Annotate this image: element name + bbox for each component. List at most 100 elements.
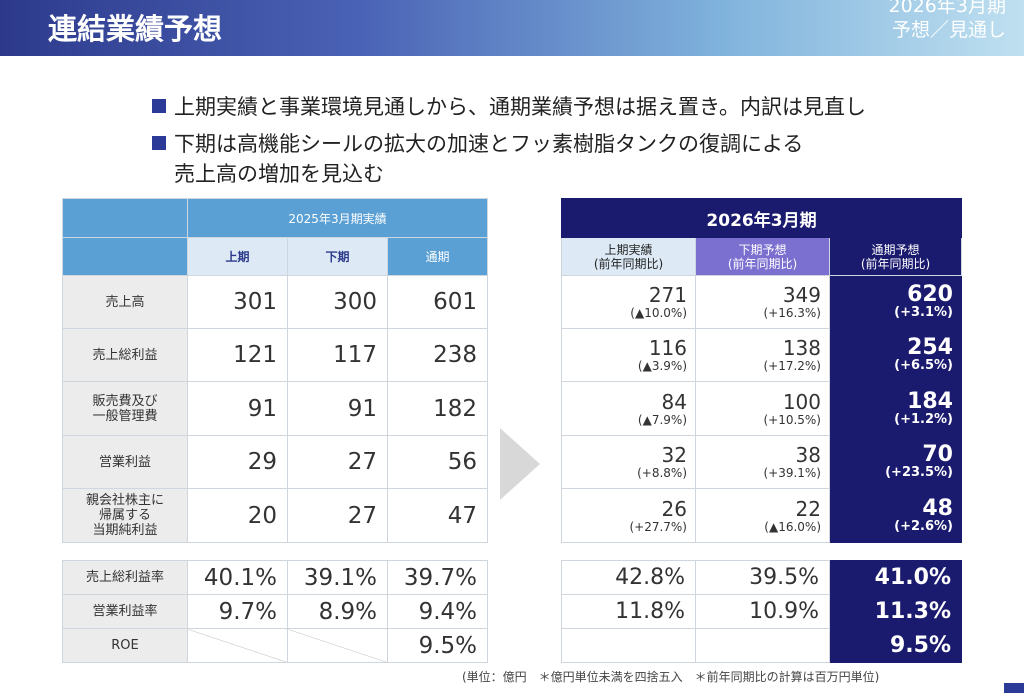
row-label-line: 帰属する [98,508,151,523]
value: 254 [907,335,953,360]
value-cell: 26 (+27.7%) [561,488,696,543]
table-row: 営業利益 29 27 56 [62,435,488,489]
fy2026-forecast-table: 2026年3月期 上期実績 (前年同期比) 下期予想 (前年同期比) 通期予想 … [561,198,962,663]
value-cell: 238 [387,328,488,382]
value: 48 [922,495,953,521]
table-row: 26 (+27.7%) 22 (▲16.0%) 48 (+2.6%) [561,488,962,543]
value-cell: 116 (▲3.9%) [561,328,696,382]
spacer [62,542,488,561]
value: 184 [907,388,953,414]
col-header-line: 通期予想 [871,242,920,257]
row-label-operating-profit: 営業利益 [62,435,188,489]
value-cell-highlight: 48 (+2.6%) [829,488,962,543]
value: 271 [648,283,687,307]
empty-cell [695,628,830,663]
value-cell: 32 (+8.8%) [561,435,696,489]
bullet-2: 下期は高機能シールの拡大の加速とフッ素樹脂タンクの復調による 売上高の増加を見込… [152,129,803,189]
corner-accent [1004,683,1024,693]
value-cell: 91 [187,381,288,436]
bullet-2-line2: 売上高の増加を見込む [174,162,384,186]
empty-cell [287,628,388,663]
table-row: 11.8% 10.9% 11.3% [561,594,962,629]
value: 100 [782,389,821,414]
row-label-sga: 販売費及び 一般管理費 [62,381,188,436]
value-cell: 27 [287,488,388,543]
value-cell: 22 (▲16.0%) [695,488,830,543]
value-cell: 349 (+16.3%) [695,275,830,329]
table-row: 売上総利益 121 117 238 [62,328,488,382]
value: 349 [782,283,821,307]
title-banner: 連結業績予想 2026年3月期 予想／見通し [0,0,1024,56]
col-first-half: 上期 [187,237,288,276]
table-row: 42.8% 39.5% 41.0% [561,560,962,595]
fy2025-results-table: 2025年3月期実績 上期 下期 通期 売上高 301 300 601 売上総利… [62,198,488,663]
value-cell: 91 [287,381,388,436]
bullet-2-line1: 下期は高機能シールの拡大の加速とフッ素樹脂タンクの復調による [174,132,804,156]
value-cell-highlight: 9.5% [829,628,962,663]
value-cell: 11.8% [561,594,696,629]
row-label-roe: ROE [62,628,188,663]
value-cell: 27 [287,435,388,489]
yoy-change: (+17.2%) [763,359,821,373]
table-row: 84 (▲7.9%) 100 (+10.5%) 184 (+1.2%) [561,381,962,436]
table-row: 売上高 301 300 601 [62,275,488,329]
row-label-line: 販売費及び [92,393,158,409]
value-cell: 47 [387,488,488,543]
value: 138 [782,336,821,360]
col-header-line: (前年同期比) [727,256,798,271]
yoy-change: (+39.1%) [763,466,821,480]
col-full-year-forecast: 通期予想 (前年同期比) [829,237,962,276]
table-row: 271 (▲10.0%) 349 (+16.3%) 620 (+3.1%) [561,275,962,329]
fy2025-header: 2025年3月期実績 [187,198,488,238]
period-label-line1: 2026年3月期 [888,0,1006,17]
value-cell: 9.7% [187,594,288,629]
value-cell: 9.4% [387,594,488,629]
table-row: 売上総利益率 40.1% 39.1% 39.7% [62,560,488,595]
row-label-line: 一般管理費 [92,408,158,424]
value-cell: 39.1% [287,560,388,595]
yoy-change: (▲3.9%) [637,359,687,373]
value-cell: 100 (+10.5%) [695,381,830,436]
yoy-change: (+1.2%) [894,411,953,427]
yoy-change: (+27.7%) [629,519,687,534]
value-cell-highlight: 254 (+6.5%) [829,328,962,382]
row-label-line: 当期純利益 [92,523,158,538]
bullet-square-icon [152,136,166,150]
period-label: 2026年3月期 予想／見通し [889,0,1006,42]
yoy-change: (+6.5%) [894,358,953,373]
yoy-change: (+8.8%) [637,466,687,480]
value: 116 [648,336,687,360]
row-label-gross-profit: 売上総利益 [62,328,188,382]
value-cell: 9.5% [387,628,488,663]
yoy-change: (+23.5%) [885,465,953,480]
row-label-operating-margin: 営業利益率 [62,594,188,629]
page-title: 連結業績予想 [48,12,223,46]
table-row: ROE 9.5% [62,628,488,663]
header-blank [62,237,188,276]
row-label-line: 親会社株主に [85,493,164,508]
value-cell: 8.9% [287,594,388,629]
empty-cell [187,628,288,663]
yoy-change: (+2.6%) [894,518,953,534]
yoy-change: (+16.3%) [763,306,821,320]
value-cell: 301 [187,275,288,329]
value-cell: 182 [387,381,488,436]
value-cell: 601 [387,275,488,329]
value-cell: 39.7% [387,560,488,595]
value-cell: 38 (+39.1%) [695,435,830,489]
col-header-line: 下期予想 [738,242,787,257]
value: 26 [661,496,687,521]
yoy-change: (▲16.0%) [764,519,821,534]
value-cell: 271 (▲10.0%) [561,275,696,329]
value-cell: 117 [287,328,388,382]
yoy-change: (+3.1%) [894,305,953,320]
table-row: 32 (+8.8%) 38 (+39.1%) 70 (+23.5%) [561,435,962,489]
row-label-net-income: 親会社株主に 帰属する 当期純利益 [62,488,188,543]
yoy-change: (▲10.0%) [630,306,687,320]
value-cell: 84 (▲7.9%) [561,381,696,436]
row-label-gross-margin: 売上総利益率 [62,560,188,595]
table-row: 営業利益率 9.7% 8.9% 9.4% [62,594,488,629]
period-label-line2: 予想／見通し [891,19,1006,41]
col-header-line: (前年同期比) [860,256,931,271]
bullet-square-icon [152,99,166,113]
